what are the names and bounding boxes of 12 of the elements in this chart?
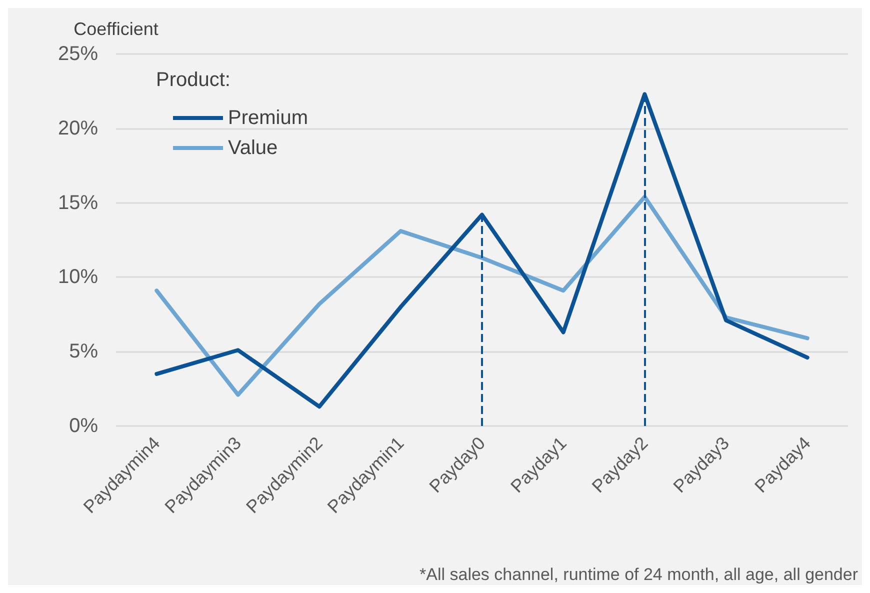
y-axis-title: Coefficient: [74, 19, 158, 39]
line-series: [154, 194, 810, 397]
y-tick-label: 5%: [69, 340, 98, 363]
y-tick-label: 15%: [58, 192, 98, 214]
legend-label: Value: [228, 137, 278, 159]
y-tick-label: 20%: [58, 117, 98, 140]
legend-label: Premium: [228, 107, 308, 129]
y-tick-label: 0%: [69, 415, 98, 437]
text: *All sales channel, runtime of 24 month, all age, all gender: [420, 565, 858, 584]
legend-title: Product:: [156, 69, 230, 91]
y-tick-label: 25%: [58, 43, 98, 65]
y-tick-label: 10%: [58, 266, 98, 288]
